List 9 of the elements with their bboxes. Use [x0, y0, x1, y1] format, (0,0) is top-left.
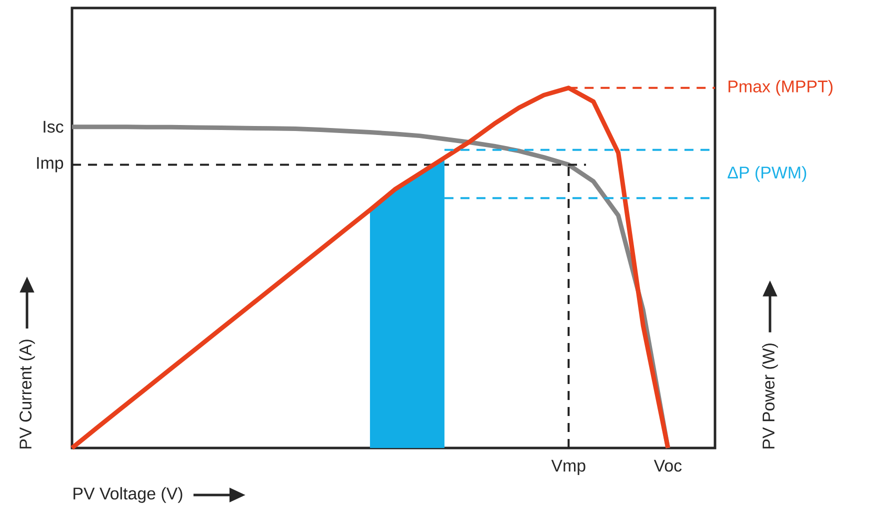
x-tick-label: Voc — [654, 460, 682, 472]
ref-line-label: Imp — [37, 157, 64, 172]
y2-axis-title: PV Power (W) — [762, 344, 778, 448]
x-tick-label: Vmp — [551, 460, 586, 475]
x-axis-title: PV Voltage (V) — [74, 487, 182, 503]
y-axis-title: PV Current (A) — [19, 340, 35, 448]
ref-line-label: Pmax (MPPT) — [728, 80, 832, 96]
annotation: Isc — [44, 120, 64, 133]
text: ΔP (PWM) — [728, 166, 806, 182]
